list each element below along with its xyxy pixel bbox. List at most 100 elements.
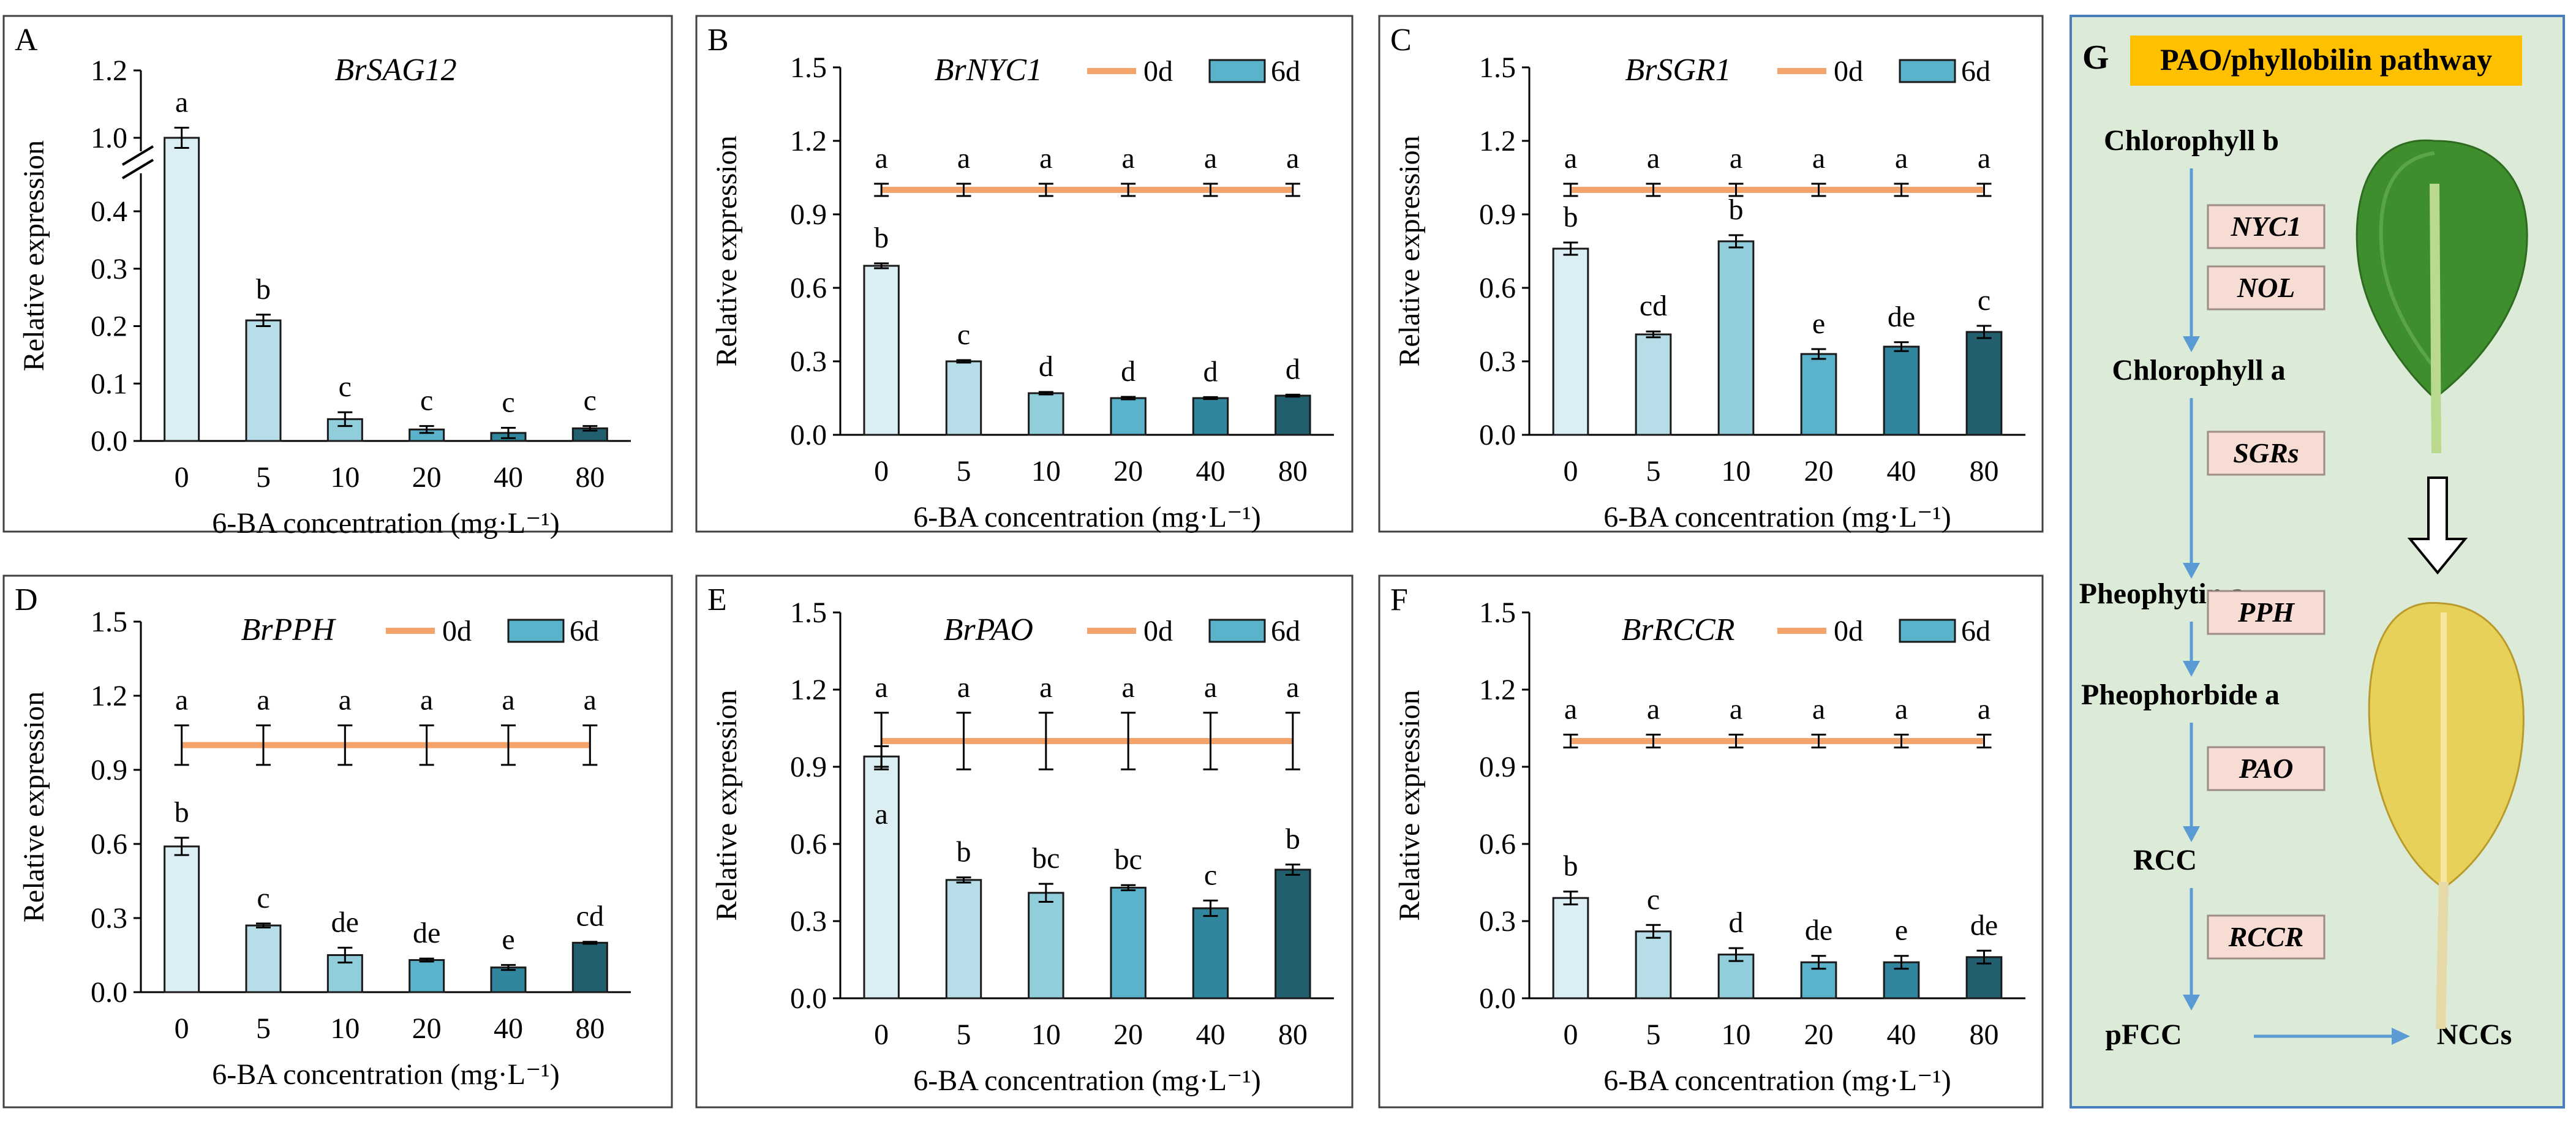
significance-letter-0d: a: [875, 671, 888, 704]
leaf-petiole: [2436, 881, 2449, 1030]
legend-6d-swatch: [1899, 59, 1956, 83]
bar-c-40: [1883, 345, 1920, 436]
legend-0d-label: 0d: [1143, 55, 1173, 88]
x-tick-label: 80: [1970, 455, 1999, 488]
enzyme-pph: PPH: [2237, 597, 2295, 628]
y-tick-label: 1.5: [91, 606, 127, 638]
panel-g: G PAO/phyllobilin pathway Chlorophyll b Chl…: [2069, 15, 2565, 1109]
x-tick-label: 10: [1031, 1018, 1061, 1051]
significance-letter: b: [957, 836, 971, 868]
panel-d: D 0.0 0.3 0.6 0.9 1.2 1.5 0 5 10 20 40 80 6-BA concen…: [2, 574, 673, 1109]
significance-letter: c: [1647, 883, 1660, 916]
panel-label: F: [1390, 582, 1408, 617]
y-tick-label: 0.9: [91, 754, 127, 786]
significance-letter: bc: [1115, 843, 1142, 876]
significance-letter: b: [1286, 823, 1300, 856]
y-tick-label: 0.9: [790, 198, 827, 231]
bar-a-0: [164, 137, 200, 442]
gene-title: BrPPH: [241, 612, 336, 647]
significance-letter: b: [1729, 194, 1744, 226]
x-tick-label: 10: [1031, 455, 1061, 488]
gene-title: BrSGR1: [1625, 53, 1731, 88]
legend-0d-label: 0d: [1143, 615, 1173, 647]
bar-d-5: [245, 924, 282, 993]
y-tick-label: 1.5: [1479, 597, 1516, 629]
significance-letter-0d: a: [1895, 142, 1908, 175]
significance-letter-0d: a: [502, 683, 514, 716]
y-tick-label: 0.0: [790, 982, 827, 1015]
significance-letter: de: [1888, 301, 1915, 333]
y-tick-label: 1.5: [790, 597, 827, 629]
panel-label: A: [15, 23, 38, 58]
green-leaf-image: [2356, 139, 2528, 454]
pathway-arrowhead: [2183, 826, 2200, 842]
significance-letter-0d: a: [1730, 142, 1742, 175]
x-axis-title: 6-BA concentration (mg·L⁻¹): [913, 1064, 1261, 1097]
panel-label: C: [1390, 23, 1412, 58]
significance-letter-0d: a: [1730, 693, 1742, 726]
compound-7: NCCs: [2437, 1018, 2512, 1051]
x-tick-label: 20: [1804, 1018, 1834, 1051]
y-tick-label: 0.9: [1479, 751, 1516, 783]
y-tick-label: 0.6: [91, 828, 127, 860]
legend-0d-label: 0d: [1834, 55, 1863, 88]
bar-b-5: [945, 360, 982, 436]
panel-label: G: [2082, 39, 2109, 77]
panel-c: C 0.0 0.3 0.6 0.9 1.2 1.5 0 5 10 20 40 80 6-BA concen…: [1378, 15, 2044, 533]
significance-letter-0d: a: [1812, 142, 1825, 175]
pathway-title-bg: [2130, 36, 2522, 86]
x-tick-label: 20: [1113, 1018, 1143, 1051]
significance-letter: e: [1895, 914, 1908, 947]
x-tick-label: 20: [1113, 455, 1143, 488]
gene-title: BrNYC1: [935, 53, 1042, 88]
significance-letter: c: [584, 385, 597, 417]
legend-6d-swatch: [1899, 619, 1956, 643]
pathway-arrowhead: [2392, 1028, 2410, 1045]
significance-letter-0d: a: [1204, 671, 1217, 704]
significance-letter: d: [1286, 353, 1300, 385]
enzyme-sgrs: SGRs: [2233, 437, 2299, 469]
y-axis-title: Relative expression: [18, 691, 50, 922]
bar-b-80: [1275, 394, 1311, 436]
bar-a-5: [245, 319, 282, 442]
significance-letter: cd: [576, 900, 604, 933]
enzyme-box: [2207, 431, 2326, 476]
enzyme-box: [2207, 204, 2326, 249]
x-axis-title: 6-BA concentration (mg·L⁻¹): [212, 507, 560, 540]
significance-letter-0d: a: [1039, 142, 1052, 175]
x-tick-label: 20: [412, 461, 442, 494]
panel-f: F 0.0 0.3 0.6 0.9 1.2 1.5 0 5 10 20 40 80 6-BA concen…: [1378, 574, 2044, 1109]
y-tick-label: 0.6: [1479, 272, 1516, 304]
significance-letter-0d: a: [875, 142, 888, 175]
panel-frame: [2, 574, 673, 1109]
y-tick-label: 0.9: [1479, 198, 1516, 231]
compound-1: Chlorophyll b: [2104, 124, 2279, 157]
significance-letter-0d: a: [957, 671, 970, 704]
gene-title: BrRCCR: [1622, 612, 1735, 647]
significance-letter-0d: a: [257, 683, 269, 716]
bar-e-80: [1275, 868, 1311, 1000]
x-tick-label: 80: [575, 461, 604, 494]
leaf-petiole: [2430, 183, 2441, 454]
significance-letter: d: [1121, 355, 1135, 388]
panel-frame: [695, 574, 1354, 1109]
significance-letter-0d: a: [1978, 693, 1990, 726]
y-tick-label: 0.6: [790, 828, 827, 860]
legend-6d-label: 6d: [1271, 55, 1300, 88]
significance-letter: b: [1564, 850, 1578, 883]
panel-frame: [2, 15, 673, 533]
y-tick-label: 1.5: [790, 51, 827, 84]
significance-letter-0d: a: [1647, 142, 1660, 175]
x-tick-label: 40: [494, 461, 523, 494]
panel-b: B 0.0 0.3 0.6 0.9 1.2 1.5 0 5 10 20 40 80 6-BA concen…: [695, 15, 1354, 533]
x-tick-label: 40: [1887, 455, 1916, 488]
y-tick-label: 1.2: [91, 680, 127, 712]
x-tick-label: 5: [957, 455, 971, 488]
bar-c-0: [1552, 247, 1589, 436]
significance-letter-0d: a: [1286, 142, 1299, 175]
y-tick-label: 0.0: [1479, 419, 1516, 451]
y-tick-label: 1.0: [91, 122, 127, 154]
leaf-highlight: [2379, 151, 2436, 369]
x-tick-label: 80: [1970, 1018, 1999, 1051]
significance-letter: d: [1039, 350, 1053, 383]
